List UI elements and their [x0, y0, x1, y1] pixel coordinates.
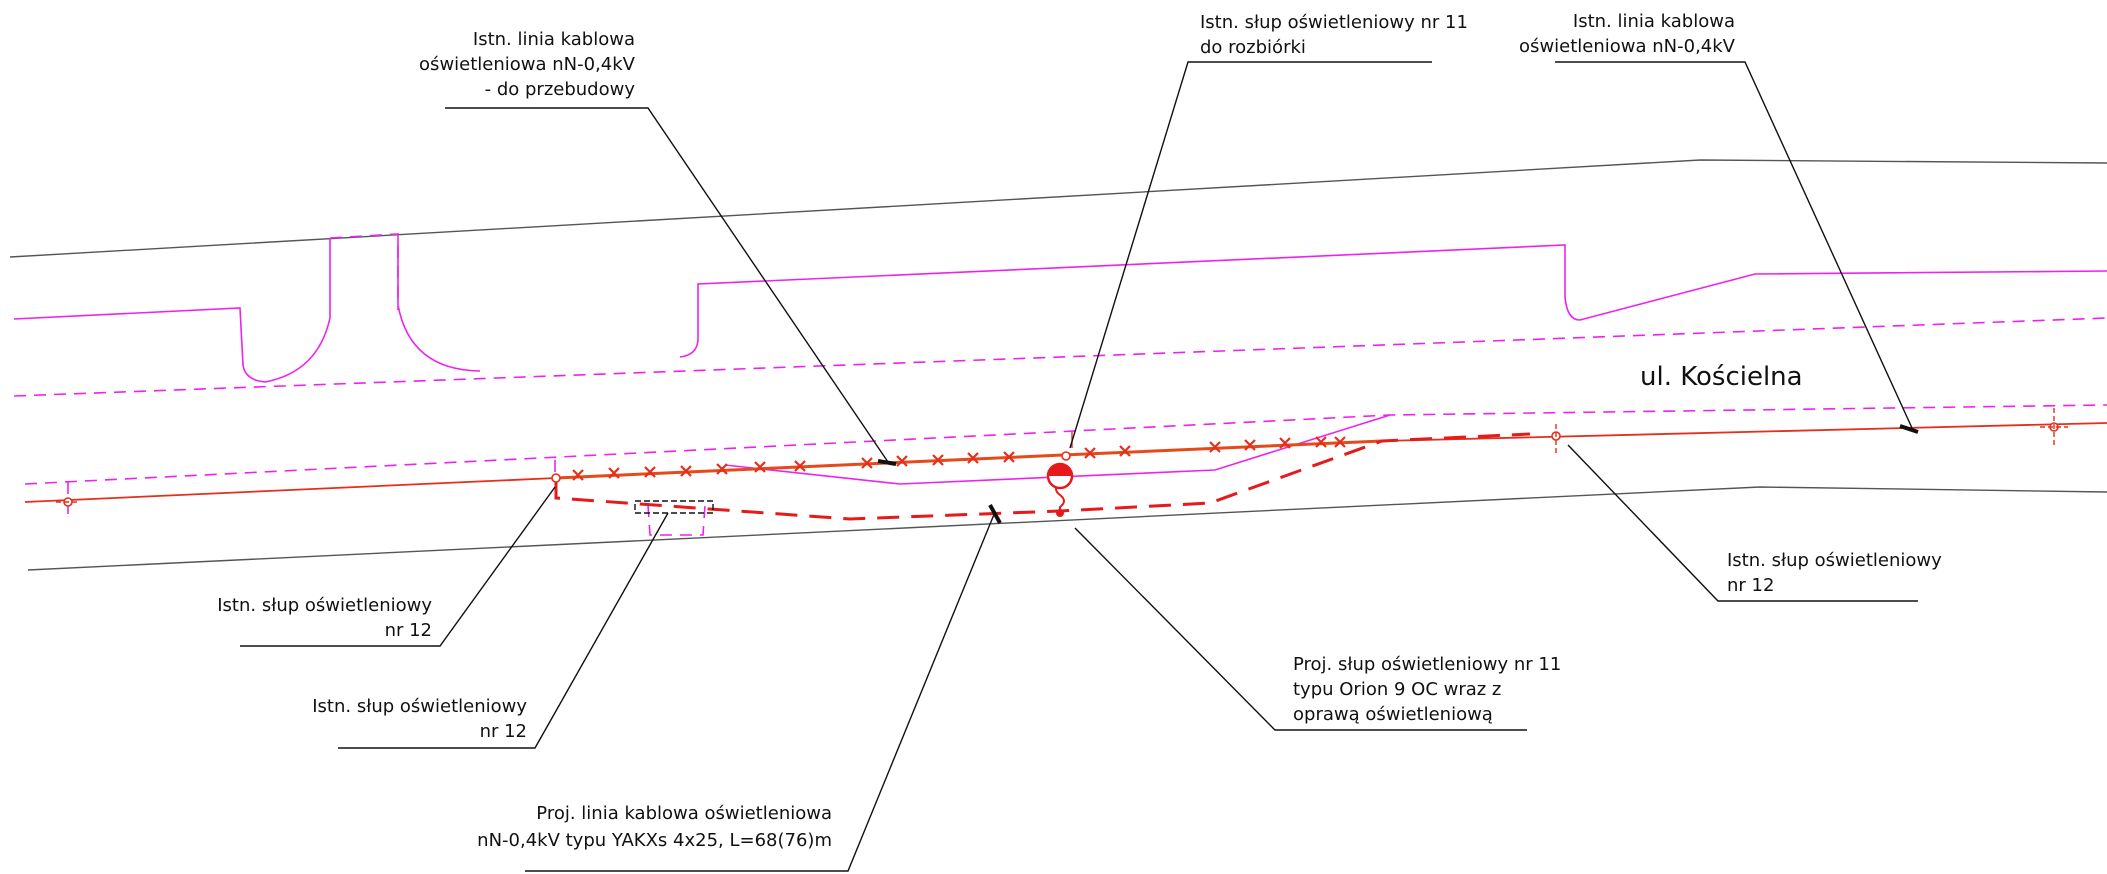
label-line: Istn. linia kablowa: [473, 29, 635, 50]
leader-pole11-demolish: [1069, 61, 1432, 449]
x-mark: [1119, 445, 1131, 457]
x-mark: [1244, 439, 1256, 451]
road-edge-top: [9, 159, 2107, 258]
label-line: nr 12: [480, 721, 527, 742]
cable-to-rebuild: [555, 436, 1383, 481]
kerb-entrance-right: [397, 238, 481, 372]
label-line: do rozbiórki: [1200, 37, 1306, 58]
existing-cable-right: [1381, 422, 2107, 442]
label-line: nr 12: [1727, 575, 1774, 596]
x-mark: [1334, 436, 1346, 448]
road-edge-bottom: [27, 486, 2107, 571]
label-line: nN-0,4kV typu YAKXs 4x25, L=68(76)m: [477, 830, 832, 851]
cable-protection-pipe: [634, 500, 714, 514]
kerb-dashed-entrance: [329, 233, 399, 310]
x-mark: [716, 463, 728, 475]
x-mark: [896, 455, 908, 467]
leader-pole12-mid: [338, 512, 669, 749]
tick-new-cable: [988, 504, 1002, 524]
label-line: Istn. słup oświetleniowy: [1727, 550, 1942, 571]
leader-pole12-right: [1567, 444, 1918, 602]
pole-existing-left: [56, 497, 80, 507]
label-new-cable: Proj. linia kablowa oświetleniowa nN-0,4…: [477, 803, 832, 851]
label-line: Istn. słup oświetleniowy: [312, 696, 527, 717]
pole-existing-right: [1551, 424, 1561, 456]
x-mark: [754, 461, 766, 473]
x-mark: [644, 466, 656, 478]
label-line: Proj. linia kablowa oświetleniowa: [536, 803, 832, 824]
label-pole12-left: Istn. słup oświetleniowy nr 12: [217, 595, 432, 641]
label-pole11-demolish: Istn. słup oświetleniowy nr 11 do rozbió…: [1200, 12, 1468, 58]
tick-existing-right: [1899, 424, 1919, 434]
x-mark: [1084, 447, 1096, 459]
new-cable: [554, 432, 1531, 521]
label-line: Istn. słup oświetleniowy nr 11: [1200, 12, 1468, 33]
kerb-left-segment: [13, 238, 331, 383]
label-line: Proj. słup oświetleniowy nr 11: [1293, 654, 1561, 675]
kerb-dashed-gap: [647, 504, 706, 536]
leader-pole12-left: [240, 486, 556, 647]
label-line: oświetleniowa nN-0,4kV: [1519, 36, 1736, 57]
x-mark: [1003, 451, 1015, 463]
label-line: Istn. słup oświetleniowy: [217, 595, 432, 616]
x-mark: [572, 469, 584, 481]
x-mark: [680, 465, 692, 477]
label-line: - do przebudowy: [485, 79, 636, 100]
pole-existing-12: [551, 473, 561, 483]
leader-new-cable: [525, 511, 996, 872]
x-mark: [794, 460, 806, 472]
x-mark: [608, 467, 620, 479]
x-mark: [932, 454, 944, 466]
leader-new-pole11: [1074, 527, 1527, 731]
pole-symbol: [1061, 451, 1071, 461]
x-mark: [1315, 436, 1327, 448]
label-cable-rebuild: Istn. linia kablowa oświetleniowa nN-0,4…: [419, 29, 636, 100]
x-mark: [1279, 437, 1291, 449]
existing-cable: [24, 422, 2107, 503]
kerb-dashed-upper: [13, 317, 2107, 397]
label-line: oświetleniowa nN-0,4kV: [419, 54, 636, 75]
new-cable-route: [554, 432, 1531, 521]
pole-new-11: [1046, 462, 1074, 490]
kerb-middle-segment: [679, 244, 2107, 358]
poles: [56, 408, 2068, 507]
label-pole12-right: Istn. słup oświetleniowy nr 12: [1727, 550, 1942, 596]
label-line: oprawą oświetleniową: [1293, 704, 1493, 725]
kerb-dashed-lower: [24, 404, 2107, 485]
leader-cable-rebuild: [445, 107, 889, 463]
leader-ticks: [877, 424, 1919, 524]
x-mark: [967, 452, 979, 464]
pole-existing-far-right: [2040, 408, 2068, 446]
road-edges: [9, 159, 2107, 571]
cable-to-rebuild-line: [555, 439, 1383, 480]
pole-connection-point: [1056, 509, 1064, 517]
leader-lines: [240, 61, 1918, 872]
label-cable-existing: Istn. linia kablowa oświetleniowa nN-0,4…: [1519, 11, 1736, 57]
x-mark: [861, 457, 873, 469]
leader-cable-existing: [1555, 61, 1913, 429]
label-new-pole11: Proj. słup oświetleniowy nr 11 typu Orio…: [1293, 654, 1561, 725]
label-line: typu Orion 9 OC wraz z: [1293, 679, 1501, 700]
label-line: Istn. linia kablowa: [1573, 11, 1735, 32]
label-pole12-mid: Istn. słup oświetleniowy nr 12: [312, 696, 527, 742]
x-mark: [1209, 441, 1221, 453]
cable-x-marks: [572, 436, 1346, 481]
pole-symbol: [551, 473, 561, 483]
street-name: ul. Kościelna: [1640, 362, 1803, 392]
new-pole-fill: [1048, 464, 1072, 476]
existing-cable-left: [24, 477, 557, 503]
label-line: nr 12: [385, 620, 432, 641]
tick-rebuild: [877, 459, 897, 466]
